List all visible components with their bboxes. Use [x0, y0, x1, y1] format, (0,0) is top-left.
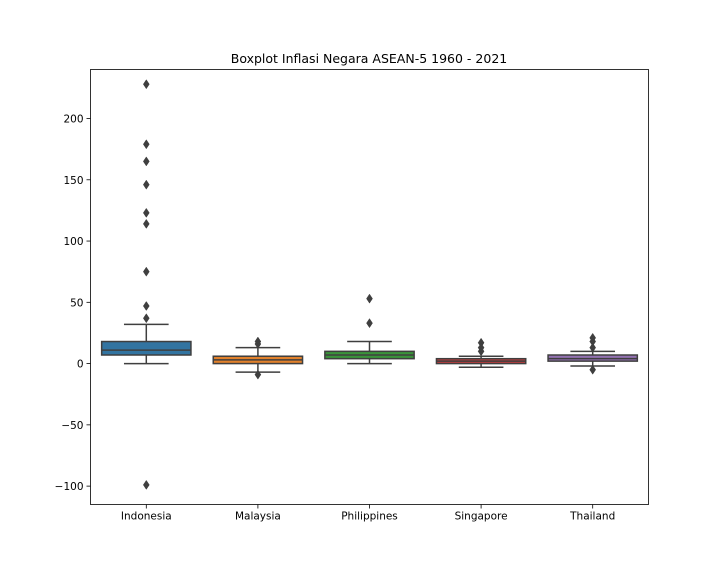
outlier-point [142, 156, 150, 167]
outlier-point [142, 479, 150, 490]
outlier-point [142, 266, 150, 277]
outlier-point [589, 342, 597, 353]
chart-title: Boxplot Inflasi Negara ASEAN-5 1960 - 20… [231, 51, 507, 66]
outlier-point [142, 301, 150, 311]
x-tick-label: Indonesia [121, 511, 172, 523]
y-tick-label: −100 [55, 481, 84, 493]
outlier-point [142, 79, 150, 90]
y-tick-label: −50 [61, 420, 83, 432]
outlier-point [589, 364, 597, 375]
outlier-point [142, 313, 150, 324]
y-tick-label: 100 [63, 236, 83, 248]
outlier-point [142, 218, 150, 229]
x-tick-label: Malaysia [235, 511, 281, 523]
outlier-point [254, 369, 262, 380]
y-tick-label: 200 [63, 114, 83, 126]
x-tick-label: Philippines [341, 511, 398, 523]
outlier-point [477, 346, 485, 357]
y-tick-label: 0 [77, 359, 84, 371]
outlier-point [366, 293, 373, 304]
plot-area: −100 −50 0 50 100 150 200 Indonesia Malaysia Phil… [55, 79, 639, 523]
y-tick-label: 150 [63, 175, 83, 187]
outlier-point [254, 339, 262, 349]
outlier-point [142, 207, 150, 218]
box [100, 340, 192, 356]
plot-frame [90, 69, 649, 505]
x-tick-label: Thailand [569, 511, 615, 523]
y-tick-label: 50 [70, 297, 83, 309]
x-tick-label: Singapore [455, 511, 508, 523]
outlier-point [142, 179, 150, 190]
outlier-point [142, 139, 150, 150]
outlier-point [366, 318, 373, 329]
